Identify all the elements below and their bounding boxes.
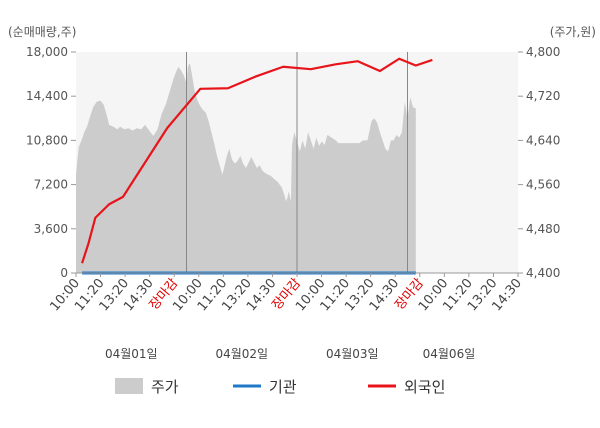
date-labels: 04월01일 04월02일 04월03일 04월06일: [105, 347, 475, 361]
legend-label-3: 외국인: [404, 378, 445, 396]
right-tick-label-1: 4,480: [526, 222, 560, 236]
day-separators: [186, 52, 408, 273]
right-axis: (주가,원) 4,400 4,480 4,560 4,640 4,720 4,800: [518, 25, 596, 280]
left-axis: (순매매량,주) 0 3,600 7,200 10,800 14,400 18,000: [8, 25, 76, 280]
date-label-4: 04월06일: [423, 347, 476, 361]
series-line-3: [81, 57, 433, 264]
left-tick-label-4: 14,400: [26, 89, 68, 103]
right-tick-label-4: 4,720: [526, 89, 560, 103]
left-tick-label-1: 3,600: [34, 222, 68, 236]
left-tick-label-0: 0: [60, 266, 68, 280]
price-area-layer: [76, 63, 416, 273]
right-tick-label-5: 4,800: [526, 45, 560, 59]
legend-label-2: 기관: [269, 378, 297, 396]
left-tick-label-3: 10,800: [26, 133, 68, 147]
date-label-3: 04월03일: [326, 347, 379, 361]
date-label-1: 04월01일: [105, 347, 158, 361]
price-area: [76, 63, 416, 273]
legend: 주가 기관 외국인: [115, 378, 445, 396]
date-label-2: 04월02일: [215, 347, 268, 361]
right-tick-label-2: 4,560: [526, 178, 560, 192]
left-axis-unit: (순매매량,주): [8, 25, 76, 39]
right-axis-unit: (주가,원): [550, 25, 596, 39]
left-tick-label-2: 7,200: [34, 178, 68, 192]
left-tick-label-5: 18,000: [26, 45, 68, 59]
right-tick-label-3: 4,640: [526, 133, 560, 147]
right-tick-label-0: 4,400: [526, 266, 560, 280]
legend-swatch-1: [115, 378, 143, 394]
legend-label-1: 주가: [151, 378, 179, 396]
x-axis: 10:0011:2013:2014:30장마감10:0011:2013:2014…: [47, 272, 525, 314]
